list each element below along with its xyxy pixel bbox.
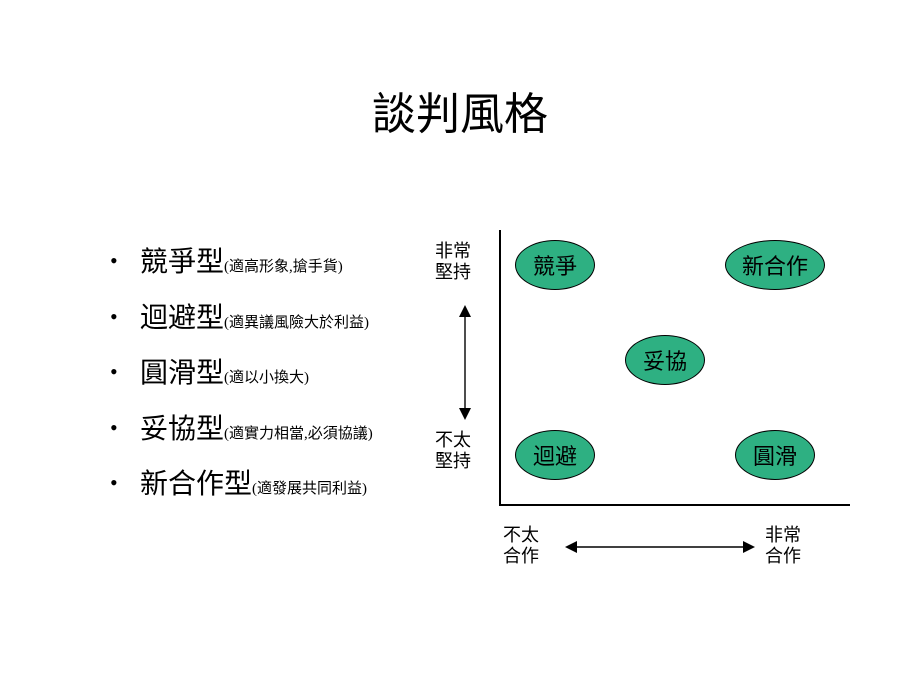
axis-label-line: 合作 bbox=[765, 546, 801, 566]
bullet-note: (適異議風險大於利益) bbox=[224, 315, 369, 331]
bullet-note: (適發展共同利益) bbox=[252, 481, 367, 497]
axis-label-y-top: 非常 堅持 bbox=[435, 241, 471, 282]
node-label: 競爭 bbox=[533, 249, 577, 281]
axis-label-line: 堅持 bbox=[435, 262, 471, 282]
x-axis-arrow-icon bbox=[565, 541, 755, 553]
list-item: 競爭型(適高形象,搶手貨) bbox=[110, 246, 470, 280]
list-item: 新合作型(適發展共同利益) bbox=[110, 468, 470, 502]
node-label: 圓滑 bbox=[753, 439, 797, 471]
bullet-main: 競爭型 bbox=[140, 247, 224, 278]
axis-label-x-left: 不太 合作 bbox=[503, 525, 539, 566]
axis-label-line: 合作 bbox=[503, 546, 539, 566]
node-label: 迴避 bbox=[533, 439, 577, 471]
bullet-main: 圓滑型 bbox=[140, 358, 224, 389]
node-label: 妥協 bbox=[643, 344, 687, 376]
axis-label-y-bottom: 不太 堅持 bbox=[435, 430, 471, 471]
diagram-svg bbox=[425, 225, 895, 625]
bullet-note: (適以小換大) bbox=[224, 370, 309, 386]
bullet-note: (適高形象,搶手貨) bbox=[224, 259, 343, 275]
axis-label-line: 不太 bbox=[435, 430, 471, 450]
bullet-note: (適實力相當,必須協議) bbox=[224, 426, 373, 442]
list-item: 迴避型(適異議風險大於利益) bbox=[110, 302, 470, 336]
axis-label-x-right: 非常 合作 bbox=[765, 525, 801, 566]
node-new-cooperation: 新合作 bbox=[725, 240, 825, 290]
list-item: 妥協型(適實力相當,必須協議) bbox=[110, 413, 470, 447]
quadrant-diagram: 非常 堅持 不太 堅持 不太 合作 非常 合作 競爭 新合作 妥協 迴避 圓滑 bbox=[425, 225, 895, 625]
axis-label-line: 非常 bbox=[435, 241, 471, 261]
node-accommodation: 圓滑 bbox=[735, 430, 815, 480]
bullet-main: 迴避型 bbox=[140, 303, 224, 334]
axis-label-line: 堅持 bbox=[435, 451, 471, 471]
slide: 談判風格 競爭型(適高形象,搶手貨) 迴避型(適異議風險大於利益) 圓滑型(適以… bbox=[0, 0, 920, 690]
node-competition: 競爭 bbox=[515, 240, 595, 290]
bullet-list: 競爭型(適高形象,搶手貨) 迴避型(適異議風險大於利益) 圓滑型(適以小換大) … bbox=[70, 246, 470, 524]
node-compromise: 妥協 bbox=[625, 335, 705, 385]
page-title: 談判風格 bbox=[0, 78, 920, 142]
y-axis-arrow-icon bbox=[459, 305, 471, 420]
bullet-main: 妥協型 bbox=[140, 414, 224, 445]
axis-label-line: 不太 bbox=[503, 525, 539, 545]
axis-label-line: 非常 bbox=[765, 525, 801, 545]
bullet-main: 新合作型 bbox=[140, 469, 252, 500]
node-avoidance: 迴避 bbox=[515, 430, 595, 480]
list-item: 圓滑型(適以小換大) bbox=[110, 357, 470, 391]
node-label: 新合作 bbox=[742, 249, 808, 281]
